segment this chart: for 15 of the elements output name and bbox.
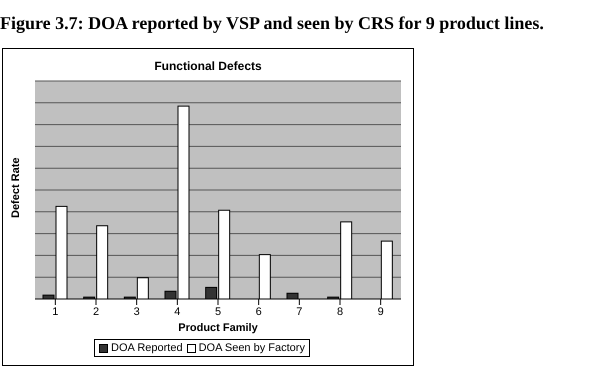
x-tick-label: 3	[134, 306, 140, 318]
x-tick-label: 9	[378, 306, 384, 318]
x-tick-label: 1	[52, 306, 58, 318]
x-tick-label: 6	[256, 306, 262, 318]
legend-label: DOA Seen by Factory	[198, 342, 305, 354]
x-axis-title: Product Family	[178, 322, 259, 334]
x-tick-label: 2	[92, 306, 100, 318]
y-axis-title: Defect Rate	[10, 157, 22, 218]
x-tick-label: 7	[296, 306, 302, 318]
x-tick-label: 8	[336, 306, 344, 318]
caption: Figure 3.7: DOA reported by VSP and seen by CRS for 9 product lines.	[0, 13, 544, 34]
legend-label: DOA Reported	[110, 342, 183, 354]
chart-title: Functional Defects	[153, 59, 263, 73]
x-tick-label: 4	[174, 306, 180, 318]
x-tick-label: 5	[214, 306, 222, 318]
